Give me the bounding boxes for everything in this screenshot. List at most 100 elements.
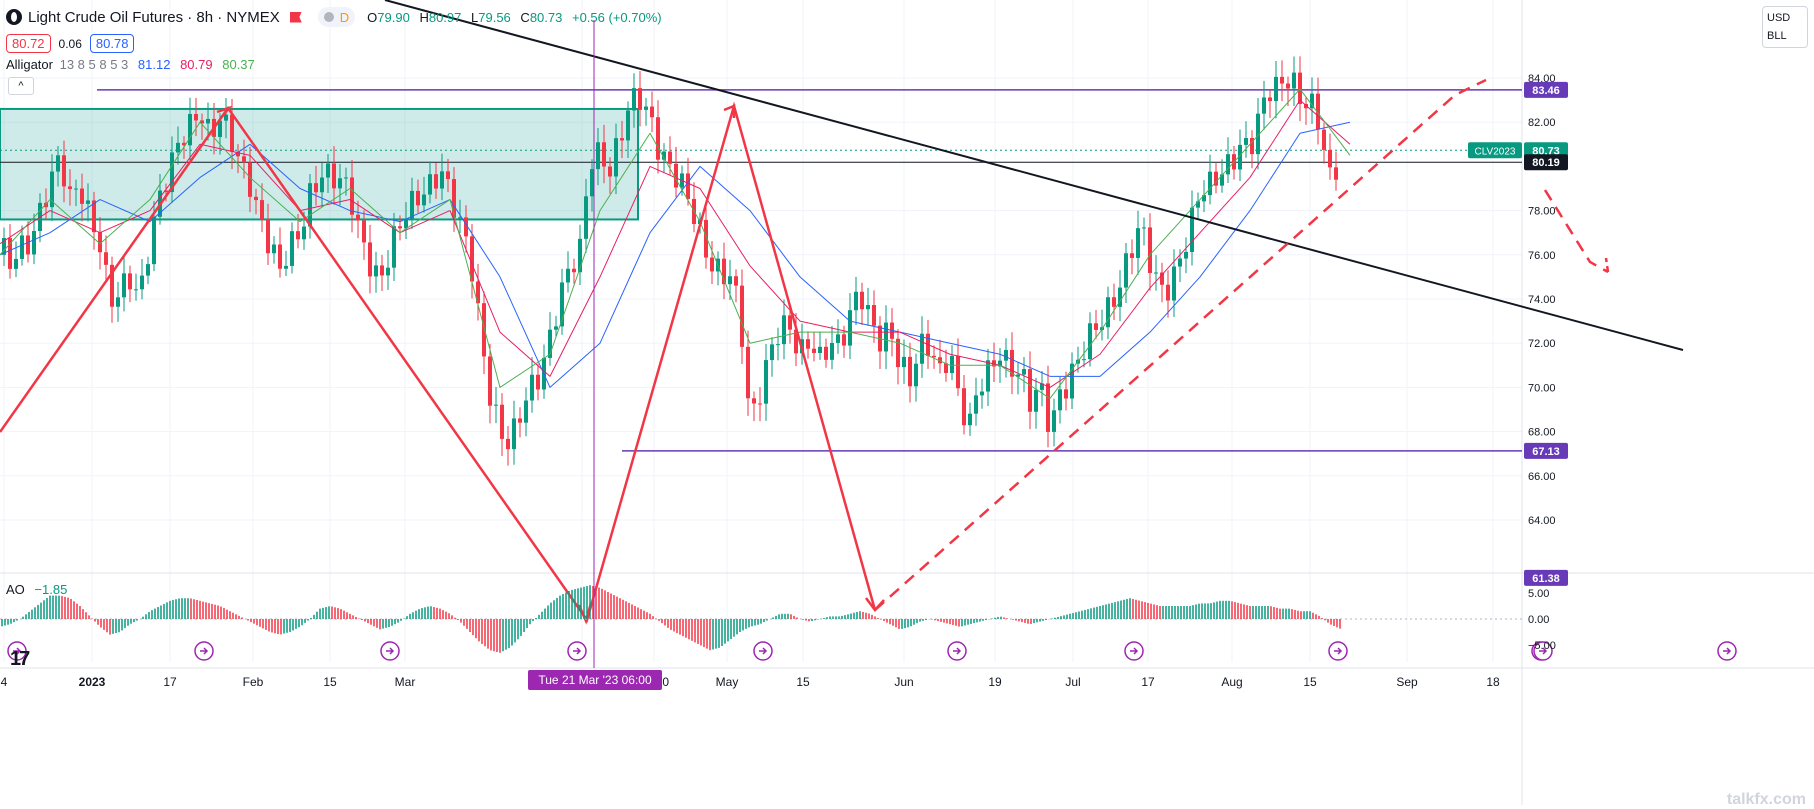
candle-body xyxy=(296,231,300,239)
candle-body xyxy=(290,231,294,266)
candle-body xyxy=(758,403,762,404)
candle-body xyxy=(326,163,330,177)
candle-body xyxy=(242,156,246,162)
candle-body xyxy=(746,347,750,398)
x-tick-label: Jul xyxy=(1065,675,1080,689)
y-tick-label: 66.00 xyxy=(1528,471,1556,483)
x-tick-label: Aug xyxy=(1221,675,1242,689)
ao-legend[interactable]: AO −1.85 xyxy=(6,582,67,597)
projection-up xyxy=(875,80,1486,610)
x-tick-label: 15 xyxy=(1303,675,1317,689)
candle-body xyxy=(92,200,96,232)
price-label-text: 80.19 xyxy=(1532,157,1560,169)
candle-body xyxy=(278,244,282,268)
candle-body xyxy=(728,276,732,284)
candle-body xyxy=(146,264,150,275)
candle-body xyxy=(1334,167,1338,179)
ao-value: −1.85 xyxy=(34,582,67,597)
candle-body xyxy=(140,276,144,290)
y-tick-label: 82.00 xyxy=(1528,117,1556,129)
candle-body xyxy=(392,226,396,267)
currency-select[interactable]: USD xyxy=(1767,9,1803,27)
event-markers[interactable] xyxy=(8,642,1736,660)
candle-body xyxy=(1142,227,1146,228)
ao-y-tick-label: 0.00 xyxy=(1528,614,1549,626)
flag-icon[interactable] xyxy=(290,12,302,23)
candle-body xyxy=(1172,267,1176,301)
candle-body xyxy=(776,344,780,345)
price-label-text: 61.38 xyxy=(1532,573,1560,585)
candle-body xyxy=(266,219,270,253)
candle-body xyxy=(590,169,594,196)
candle-body xyxy=(866,305,870,309)
candle-body xyxy=(1208,172,1212,195)
price-label-61-38: 61.38 xyxy=(1524,570,1568,586)
candle-body xyxy=(1328,150,1332,167)
candle-body xyxy=(314,183,318,192)
candle-body xyxy=(134,289,138,290)
candle-body xyxy=(824,347,828,360)
candle-body xyxy=(128,273,132,289)
alligator-legend[interactable]: Alligator 13 8 5 8 5 3 81.12 80.79 80.37 xyxy=(6,57,255,72)
candle-body xyxy=(386,268,390,276)
scale-menu[interactable]: USD BLL xyxy=(1762,6,1808,48)
candle-body xyxy=(632,88,636,110)
symbol-header[interactable]: Light Crude Oil Futures · 8h · NYMEX D O… xyxy=(6,6,668,28)
candle-body xyxy=(860,292,864,309)
tradingview-logo-icon[interactable]: 17 xyxy=(10,648,28,671)
price-label-67-13: 67.13 xyxy=(1524,443,1568,459)
x-tick-label: Sep xyxy=(1396,675,1418,689)
candle-body xyxy=(422,195,426,206)
candle-body xyxy=(26,235,30,254)
watermark: talkfx.com xyxy=(1727,791,1806,809)
candle-body xyxy=(1064,389,1068,398)
x-tick-label: 18 xyxy=(1486,675,1500,689)
collapse-legend-button[interactable]: ^ xyxy=(8,77,34,95)
candle-body xyxy=(374,265,378,276)
candle-body xyxy=(674,164,678,188)
candle-body xyxy=(494,405,498,406)
candle-body xyxy=(818,347,822,353)
buy-button[interactable]: 80.78 xyxy=(90,34,135,53)
candle-body xyxy=(530,375,534,401)
candle-body xyxy=(356,215,360,221)
candle-body xyxy=(854,292,858,310)
candle-body xyxy=(806,339,810,348)
candle-body xyxy=(1022,369,1026,374)
symbol-title[interactable]: Light Crude Oil Futures · 8h · NYMEX xyxy=(28,9,280,26)
candle-body xyxy=(272,244,276,253)
y-tick-label: 74.00 xyxy=(1528,294,1556,306)
x-tick-label: 17 xyxy=(1141,675,1155,689)
candle-body xyxy=(116,297,120,306)
candle-body xyxy=(230,115,234,152)
alligator-name: Alligator xyxy=(6,57,53,72)
y-tick-label: 76.00 xyxy=(1528,250,1556,262)
price-label-80-19: 80.19 xyxy=(1524,154,1568,170)
candle-body xyxy=(620,138,624,140)
candle-body xyxy=(344,177,348,178)
price-label-83-46: 83.46 xyxy=(1524,82,1568,98)
change-value: +0.56 (+0.70%) xyxy=(572,10,662,25)
candle-body xyxy=(932,356,936,357)
candle-body xyxy=(602,142,606,166)
interval-pill[interactable]: D xyxy=(318,7,355,27)
crosshair-time-text: Tue 21 Mar '23 06:00 xyxy=(538,673,652,687)
candle-body xyxy=(764,360,768,404)
unit-select[interactable]: BLL xyxy=(1767,27,1803,45)
candle-body xyxy=(920,334,924,364)
sell-button[interactable]: 80.72 xyxy=(6,34,51,53)
candle-body xyxy=(68,186,72,189)
lips-value: 80.37 xyxy=(222,57,255,72)
candle-body xyxy=(350,177,354,214)
candle-body xyxy=(446,171,450,179)
candle-body xyxy=(740,286,744,347)
candle-body xyxy=(176,143,180,153)
open-value: 79.90 xyxy=(377,10,410,25)
x-tick-label: 4 xyxy=(1,675,8,689)
candle-body xyxy=(1184,252,1188,259)
candle-body xyxy=(86,200,90,203)
candle-body xyxy=(950,356,954,373)
candle-body xyxy=(1148,227,1152,273)
drawings[interactable] xyxy=(0,0,1683,668)
